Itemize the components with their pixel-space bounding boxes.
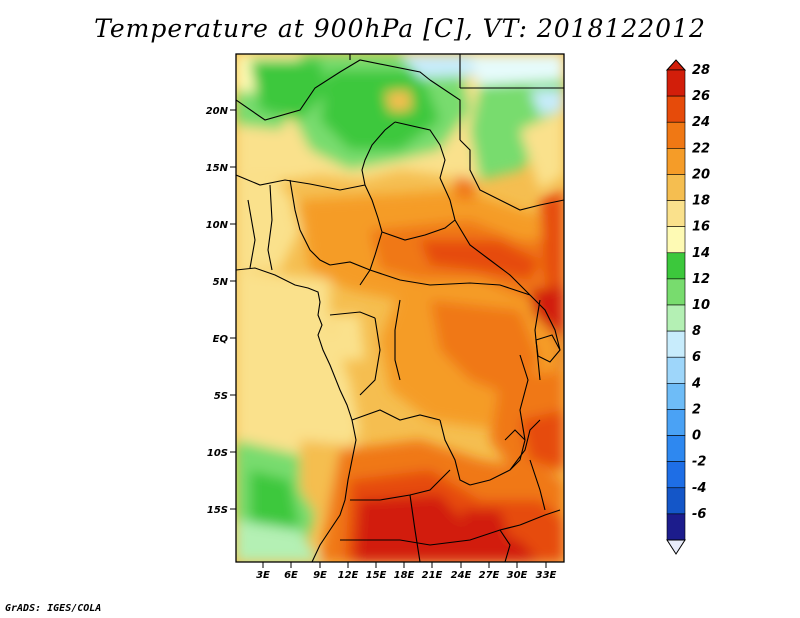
lat-label-20n: 20N: [206, 106, 229, 117]
lat-label-5n: 5N: [213, 277, 229, 288]
longitude-axis: 3E 6E 9E 12E 15E 18E 21E 24E 27E 30E 33E: [256, 562, 557, 581]
lon-label-24e: 24E: [451, 570, 472, 581]
lon-label-3e: 3E: [256, 570, 270, 581]
lon-label-9e: 9E: [313, 570, 327, 581]
colorbar-label: 14: [692, 246, 710, 261]
colorbar-label: 24: [692, 115, 710, 130]
colorbar-label: 16: [692, 220, 710, 235]
colorbar-segment: [666, 174, 686, 201]
latitude-axis: 20N 15N 10N 5N EQ 5S 10S 15S: [206, 106, 236, 516]
colorbar-segment: [666, 95, 686, 123]
colorbar-label: -6: [692, 507, 706, 522]
lat-label-10s: 10S: [207, 448, 228, 459]
lon-label-12e: 12E: [338, 570, 359, 581]
colorbar-label: 20: [692, 167, 710, 182]
colorbar-segment: [666, 252, 686, 280]
colorbar-segment: [666, 330, 686, 358]
colorbar-label: 0: [692, 429, 701, 444]
colorbar-label: 18: [692, 194, 710, 209]
colorbar-segment: [666, 121, 686, 149]
lat-label-10n: 10N: [206, 220, 229, 231]
colorbar-bottom-arrow: [666, 539, 686, 555]
colorbar-segment: [666, 409, 686, 436]
colorbar-label: 22: [692, 141, 710, 156]
colorbar-label: 2: [692, 402, 701, 417]
colorbar-label: 10: [692, 298, 710, 313]
colorbar-segment: [666, 304, 686, 332]
lat-label-15s: 15S: [207, 505, 228, 516]
colorbar-segment: [666, 200, 686, 227]
grads-credit: GrADS: IGES/COLA: [5, 603, 102, 614]
colorbar-segment: [666, 148, 686, 175]
lon-label-33e: 33E: [536, 570, 557, 581]
map-frame: [235, 53, 565, 563]
colorbar-segment: [666, 356, 686, 384]
lon-label-21e: 21E: [422, 570, 443, 581]
colorbar-top-arrow: [665, 59, 687, 71]
colorbar-label: 12: [692, 272, 710, 287]
colorbar-segment: [666, 383, 686, 410]
map-title: Temperature at 900hPa [C], VT: 201812201…: [94, 14, 706, 43]
colorbar-segment: [666, 461, 686, 489]
colorbar-label: 4: [691, 376, 701, 391]
colorbar-label: 28: [692, 63, 710, 78]
colorbar-segment: [666, 69, 686, 97]
lon-label-15e: 15E: [366, 570, 387, 581]
colorbar-label: 6: [692, 350, 701, 365]
lon-label-18e: 18E: [394, 570, 415, 581]
lon-label-27e: 27E: [479, 570, 500, 581]
temperature-field: [236, 54, 564, 562]
colorbar-label: 8: [692, 324, 701, 339]
colorbar-label: 26: [692, 89, 710, 104]
lat-label-15n: 15N: [206, 163, 229, 174]
colorbar-segment: [666, 278, 686, 306]
colorbar-segment: [666, 487, 686, 515]
colorbar-label: -2: [692, 455, 706, 470]
colorbar-segment: [666, 513, 686, 541]
colorbar-segment: [666, 435, 686, 462]
lat-label-5s: 5S: [214, 391, 228, 402]
colorbar-label: -4: [692, 481, 706, 496]
colorbar-segment: [666, 226, 686, 254]
lon-label-30e: 30E: [507, 570, 528, 581]
lon-label-6e: 6E: [284, 570, 298, 581]
country-borders: [236, 54, 564, 562]
lat-label-eq: EQ: [213, 334, 229, 345]
